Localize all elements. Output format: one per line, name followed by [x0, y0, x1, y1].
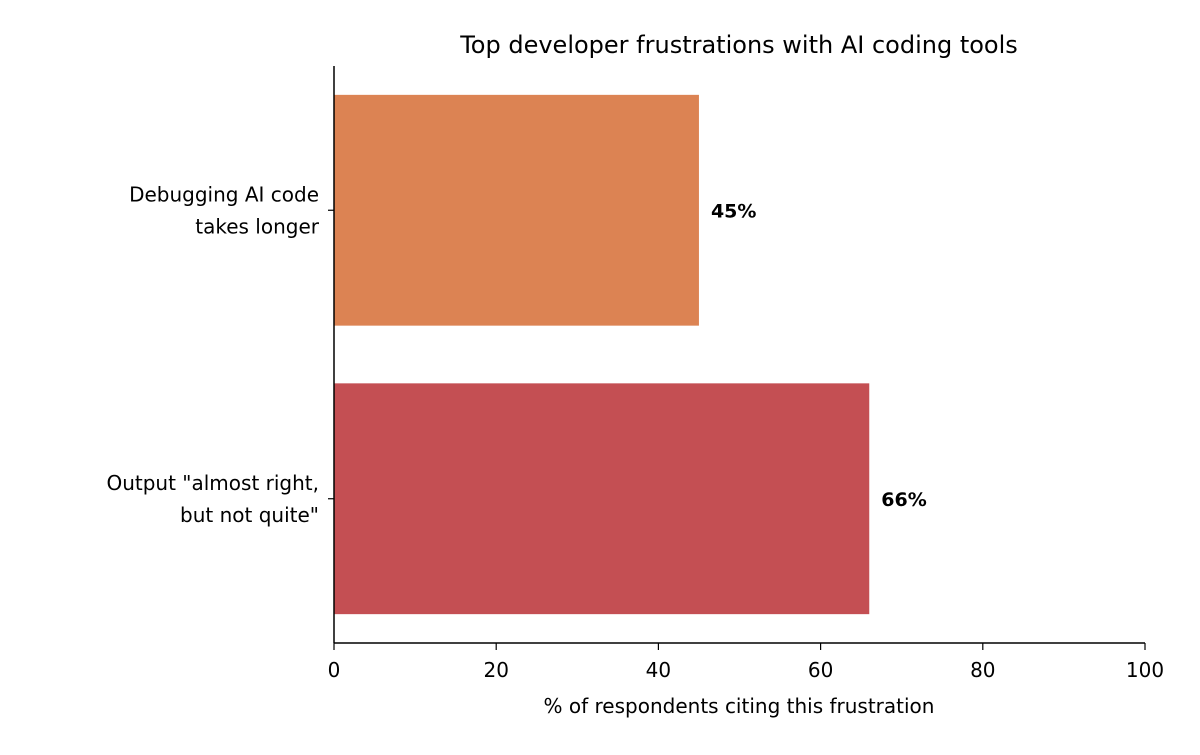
bar-value-label: 45%: [711, 200, 756, 222]
bar: [334, 383, 870, 615]
category-label: Output "almost right, but not quite": [106, 471, 319, 527]
x-axis-title: % of respondents citing this frustration: [544, 694, 935, 718]
bar-value-label: 66%: [881, 489, 926, 511]
chart-title: Top developer frustrations with AI codin…: [459, 31, 1018, 59]
x-tick-label: 40: [646, 658, 671, 682]
x-tick-label: 80: [970, 658, 995, 682]
x-tick-label: 100: [1126, 658, 1164, 682]
x-tick-label: 0: [328, 658, 341, 682]
x-tick-label: 20: [483, 658, 508, 682]
bar: [334, 94, 699, 326]
category-label: Debugging AI code takes longer: [129, 182, 320, 238]
axes-layer: Debugging AI code takes longer Output "alm…: [106, 66, 1164, 682]
bars-layer: 45% 66%: [334, 94, 927, 615]
x-tick-label: 60: [808, 658, 833, 682]
